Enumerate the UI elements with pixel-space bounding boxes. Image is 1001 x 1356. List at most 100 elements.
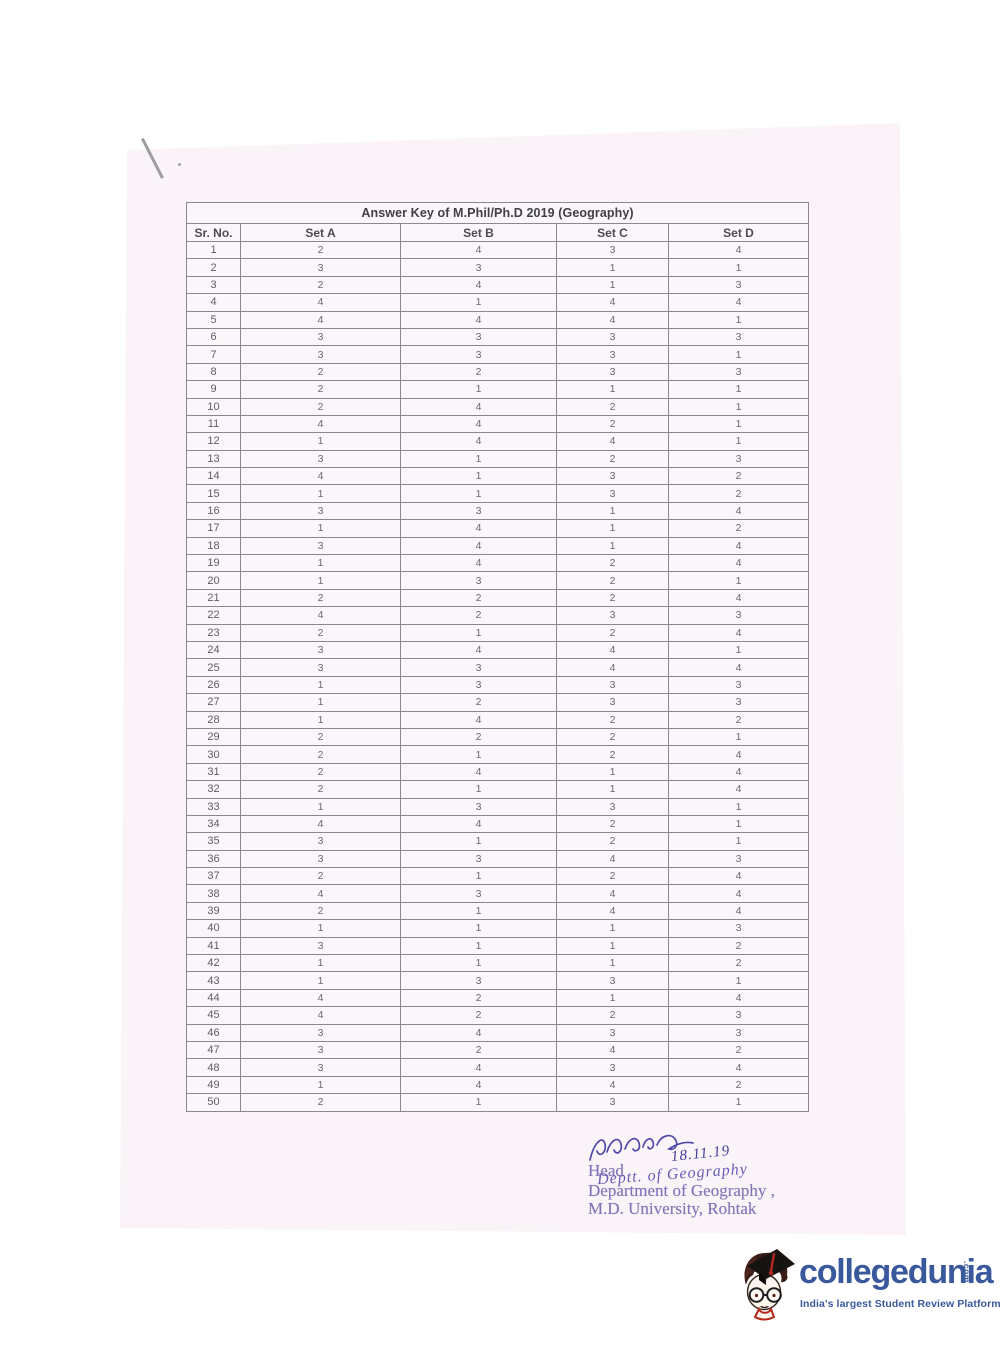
sr-no-cell: 3 — [186, 275, 241, 295]
sr-no-cell: 19 — [186, 554, 241, 573]
answer-cell: 1 — [240, 571, 401, 590]
answer-cell: 4 — [400, 1058, 557, 1077]
answer-cell: 2 — [556, 571, 669, 590]
answer-cell: 1 — [667, 345, 810, 364]
answer-cell: 1 — [400, 780, 557, 799]
table-row: 39 2 1 4 4 — [186, 901, 810, 921]
stamp-line-head: Head — [588, 1161, 624, 1180]
answer-cell: 3 — [240, 327, 401, 347]
sr-no-cell: 5 — [186, 310, 241, 329]
table-row: 49 1 4 4 2 — [186, 1075, 810, 1095]
answer-cell: 1 — [400, 293, 557, 312]
answer-cell: 2 — [240, 1093, 401, 1112]
answer-cell: 1 — [556, 762, 669, 782]
answer-cell: 1 — [667, 571, 810, 590]
answer-cell: 2 — [240, 623, 401, 642]
sr-no-cell: 7 — [186, 345, 241, 364]
answer-cell: 2 — [400, 588, 557, 608]
sr-no-cell: 45 — [186, 1006, 241, 1025]
table-row: 29 2 2 2 1 — [186, 727, 810, 747]
answer-cell: 2 — [667, 519, 810, 538]
answer-cell: 1 — [400, 1093, 557, 1112]
table-row: 50 2 1 3 1 — [186, 1093, 810, 1112]
table-row: 36 3 3 4 3 — [186, 849, 810, 869]
answer-cell: 1 — [556, 258, 669, 277]
answer-cell: 3 — [400, 797, 557, 816]
sr-no-cell: 33 — [186, 797, 241, 816]
column-header-set-a: Set A — [240, 223, 401, 242]
answer-cell: 1 — [556, 919, 669, 938]
stamp-line-university: M.D. University, Rohtak — [588, 1199, 757, 1218]
answer-cell: 1 — [400, 745, 557, 764]
answer-cell: 4 — [400, 536, 557, 556]
answer-cell: 2 — [400, 693, 557, 712]
answer-cell: 1 — [556, 519, 669, 538]
answer-cell: 3 — [240, 1058, 401, 1077]
answer-cell: 4 — [240, 988, 401, 1008]
answer-cell: 4 — [556, 310, 669, 329]
sr-no-cell: 16 — [186, 501, 241, 521]
answer-cell: 4 — [667, 554, 810, 573]
answer-cell: 2 — [667, 1075, 810, 1095]
answer-cell: 2 — [556, 867, 669, 886]
answer-cell: 4 — [667, 901, 810, 921]
answer-cell: 3 — [556, 240, 669, 260]
sr-no-cell: 40 — [186, 919, 241, 938]
table-row: 24 3 4 4 1 — [186, 640, 810, 660]
sr-no-cell: 41 — [186, 936, 241, 956]
answer-cell: 4 — [667, 745, 810, 764]
answer-cell: 3 — [556, 1058, 669, 1077]
answer-cell: 1 — [667, 797, 810, 816]
answer-cell: 2 — [667, 710, 810, 729]
answer-cell: 3 — [240, 658, 401, 677]
table-row: 12 1 4 4 1 — [186, 432, 810, 451]
answer-cell: 4 — [556, 1040, 669, 1060]
table-row: 25 3 3 4 4 — [186, 658, 810, 677]
answer-cell: 2 — [240, 867, 401, 886]
answer-cell: 2 — [556, 727, 669, 747]
sr-no-cell: 34 — [186, 814, 241, 834]
answer-cell: 3 — [240, 345, 401, 364]
answer-cell: 4 — [556, 640, 669, 660]
answer-cell: 2 — [400, 1040, 557, 1060]
answer-cell: 2 — [240, 588, 401, 608]
answer-cell: 2 — [667, 954, 810, 973]
answer-cell: 1 — [667, 432, 810, 451]
pen-mark — [178, 163, 181, 166]
answer-cell: 1 — [400, 380, 557, 399]
answer-cell: 1 — [556, 380, 669, 399]
answer-cell: 4 — [240, 884, 401, 903]
answer-cell: 2 — [240, 727, 401, 747]
table-row: 40 1 1 1 3 — [186, 919, 810, 938]
collegedunia-mascot-icon — [744, 1249, 795, 1321]
answer-cell: 3 — [240, 640, 401, 660]
table-row: 10 2 4 2 1 — [186, 397, 810, 416]
answer-cell: 4 — [667, 293, 810, 312]
sr-no-cell: 21 — [186, 588, 241, 608]
answer-cell: 1 — [240, 519, 401, 538]
answer-cell: 4 — [240, 814, 401, 834]
sr-no-cell: 12 — [186, 432, 241, 451]
answer-cell: 2 — [556, 623, 669, 642]
sr-no-cell: 31 — [186, 762, 241, 782]
sr-no-cell: 4 — [186, 293, 241, 312]
answer-cell: 4 — [556, 293, 669, 312]
table-title-row: Answer Key of M.Phil/Ph.D 2019 (Geograph… — [185, 202, 810, 224]
answer-cell: 2 — [667, 484, 810, 503]
answer-cell: 3 — [556, 327, 669, 347]
answer-cell: 3 — [240, 832, 401, 851]
answer-cell: 1 — [667, 397, 810, 416]
answer-cell: 1 — [240, 710, 401, 729]
table-row: 32 2 1 1 4 — [186, 780, 810, 799]
answer-cell: 1 — [400, 901, 557, 921]
table-row: 18 3 4 1 4 — [186, 536, 810, 556]
column-header-set-d: Set D — [667, 223, 810, 242]
sr-no-cell: 2 — [186, 258, 241, 277]
answer-key-table: Answer Key of M.Phil/Ph.D 2019 (Geograph… — [185, 202, 810, 1112]
table-row: 31 2 4 1 4 — [186, 762, 810, 782]
sr-no-cell: 38 — [186, 884, 241, 903]
